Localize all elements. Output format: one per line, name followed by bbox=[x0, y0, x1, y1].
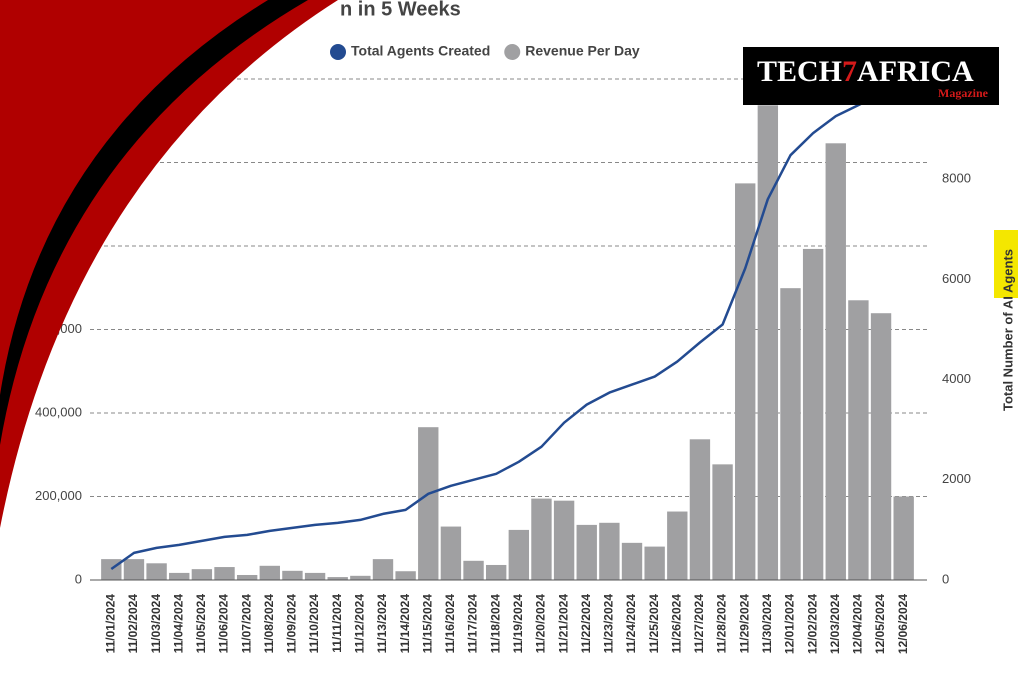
x-tick-label: 11/15/2024 bbox=[420, 594, 434, 654]
y2-axis-label: Total Number of AI Agents bbox=[1000, 249, 1015, 411]
bar bbox=[576, 524, 597, 580]
bar bbox=[485, 564, 507, 580]
bar bbox=[848, 300, 869, 580]
legend-label: Total Agents Created bbox=[351, 43, 490, 59]
x-tick-label: 11/01/2024 bbox=[103, 594, 117, 654]
x-tick-label: 11/25/2024 bbox=[647, 594, 661, 654]
bar bbox=[621, 542, 643, 580]
x-tick-label: 12/02/2024 bbox=[805, 594, 819, 654]
bar bbox=[802, 248, 824, 581]
x-tick-label: 11/21/2024 bbox=[556, 594, 570, 654]
bar bbox=[259, 565, 280, 580]
x-tick-label: 11/06/2024 bbox=[217, 594, 231, 654]
y-tick-label: 400,000 bbox=[35, 404, 82, 419]
bar bbox=[780, 288, 801, 580]
legend-swatch bbox=[330, 44, 346, 60]
bar bbox=[667, 511, 688, 580]
bar bbox=[395, 571, 416, 580]
x-tick-label: 11/14/2024 bbox=[398, 594, 412, 654]
x-tick-label: 11/07/2024 bbox=[239, 594, 253, 654]
x-tick-label: 11/10/2024 bbox=[307, 594, 321, 654]
bar bbox=[418, 427, 439, 580]
x-tick-label: 12/01/2024 bbox=[783, 594, 797, 654]
x-tick-label: 11/24/2024 bbox=[624, 594, 638, 654]
bar bbox=[599, 522, 620, 580]
x-tick-label: 11/17/2024 bbox=[466, 594, 480, 654]
bar bbox=[893, 496, 914, 580]
bar bbox=[236, 574, 258, 580]
bar bbox=[350, 575, 371, 580]
x-tick-label: 11/04/2024 bbox=[171, 594, 185, 654]
bar bbox=[191, 569, 213, 580]
bar bbox=[463, 560, 484, 580]
bar bbox=[757, 105, 779, 581]
bar bbox=[372, 559, 394, 580]
x-tick-label: 12/04/2024 bbox=[851, 594, 865, 654]
logo-box bbox=[743, 47, 999, 105]
x-tick-label: 11/11/2024 bbox=[330, 594, 344, 653]
x-tick-label: 11/27/2024 bbox=[692, 594, 706, 654]
logo-sub: Magazine bbox=[938, 86, 989, 100]
x-tick-label: 11/19/2024 bbox=[511, 594, 525, 654]
bar bbox=[644, 546, 665, 580]
y-tick-label: 200,000 bbox=[35, 488, 82, 503]
x-tick-label: 11/22/2024 bbox=[579, 594, 593, 654]
x-tick-label: 11/12/2024 bbox=[353, 594, 367, 654]
bar bbox=[508, 529, 530, 580]
bar bbox=[531, 498, 552, 580]
legend-label: Revenue Per Day bbox=[525, 43, 640, 59]
x-tick-label: 12/05/2024 bbox=[873, 594, 887, 654]
y2-tick-label: 0 bbox=[942, 571, 949, 586]
x-tick-label: 11/05/2024 bbox=[194, 594, 208, 654]
bar bbox=[282, 570, 303, 580]
bar bbox=[169, 572, 190, 580]
x-tick-label: 12/03/2024 bbox=[828, 594, 842, 654]
bar bbox=[825, 143, 846, 581]
line bbox=[110, 85, 905, 571]
bar bbox=[214, 567, 235, 580]
x-tick-label: 11/13/2024 bbox=[375, 594, 389, 654]
x-tick-label: 12/06/2024 bbox=[896, 594, 910, 654]
highlight bbox=[994, 230, 1018, 298]
x-tick-label: 11/20/2024 bbox=[534, 594, 548, 654]
y2-tick-label: 4000 bbox=[942, 371, 971, 386]
chart-title: n in 5 Weeks bbox=[340, 0, 461, 20]
x-tick-label: 11/26/2024 bbox=[669, 594, 683, 654]
bar bbox=[123, 559, 145, 580]
bar bbox=[689, 439, 711, 580]
x-tick-label: 11/30/2024 bbox=[760, 594, 774, 654]
bar bbox=[327, 577, 348, 580]
x-tick-label: 11/16/2024 bbox=[443, 594, 457, 654]
logo-text: TECH7AFRICA bbox=[757, 55, 974, 88]
x-tick-label: 11/23/2024 bbox=[602, 594, 616, 654]
y2-tick-label: 6000 bbox=[942, 271, 971, 286]
bar bbox=[304, 572, 326, 580]
bar bbox=[553, 500, 575, 580]
bar bbox=[870, 313, 892, 580]
y-tick-label: 0 bbox=[75, 571, 82, 586]
x-tick-label: 11/28/2024 bbox=[715, 594, 729, 654]
bar bbox=[712, 464, 733, 580]
bar bbox=[146, 563, 167, 580]
x-tick-label: 11/08/2024 bbox=[262, 594, 276, 654]
swoosh-black bbox=[0, 0, 308, 445]
plot: 0200,000400,000600,000800,0001,000,0001,… bbox=[24, 43, 971, 654]
x-tick-label: 11/02/2024 bbox=[126, 594, 140, 654]
x-tick-label: 11/09/2024 bbox=[285, 594, 299, 654]
swoosh-red bbox=[0, 0, 338, 528]
bar bbox=[440, 526, 462, 580]
y2-tick-label: 2000 bbox=[942, 471, 971, 486]
x-tick-label: 11/03/2024 bbox=[149, 594, 163, 654]
x-tick-label: 11/29/2024 bbox=[737, 594, 751, 654]
x-tick-label: 11/18/2024 bbox=[488, 594, 502, 654]
bar bbox=[101, 559, 122, 580]
y2-tick-label: 8000 bbox=[942, 171, 971, 186]
legend-swatch bbox=[504, 44, 521, 60]
